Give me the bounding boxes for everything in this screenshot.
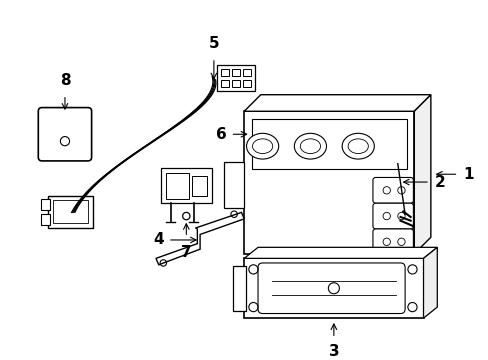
Bar xyxy=(221,80,228,87)
Polygon shape xyxy=(413,95,430,254)
Bar xyxy=(244,258,423,318)
Text: 4: 4 xyxy=(153,233,164,247)
Bar xyxy=(244,111,413,254)
Ellipse shape xyxy=(347,139,367,154)
Text: 7: 7 xyxy=(181,244,191,260)
Bar xyxy=(243,80,250,87)
Bar xyxy=(221,69,228,76)
Text: 6: 6 xyxy=(216,127,226,142)
Polygon shape xyxy=(307,113,314,148)
Ellipse shape xyxy=(252,139,272,154)
Bar xyxy=(243,69,250,76)
Polygon shape xyxy=(258,254,326,289)
Polygon shape xyxy=(156,212,244,265)
Polygon shape xyxy=(423,247,436,318)
Bar xyxy=(216,65,255,91)
FancyBboxPatch shape xyxy=(372,203,412,229)
Polygon shape xyxy=(250,113,314,121)
Ellipse shape xyxy=(246,133,278,159)
Bar xyxy=(48,196,92,228)
Text: 1: 1 xyxy=(462,167,472,182)
FancyBboxPatch shape xyxy=(372,229,412,255)
Bar xyxy=(53,201,88,224)
Polygon shape xyxy=(224,162,244,208)
FancyBboxPatch shape xyxy=(258,263,404,314)
Bar xyxy=(232,80,239,87)
Ellipse shape xyxy=(294,133,326,159)
Bar xyxy=(191,176,206,196)
Polygon shape xyxy=(244,95,430,111)
Text: 3: 3 xyxy=(328,344,339,359)
Bar xyxy=(161,168,212,203)
Ellipse shape xyxy=(300,139,320,154)
Text: 8: 8 xyxy=(60,73,70,88)
Bar xyxy=(233,266,245,311)
Bar xyxy=(251,118,406,169)
Bar xyxy=(41,199,50,210)
Ellipse shape xyxy=(342,133,373,159)
Bar xyxy=(250,121,307,148)
Bar xyxy=(166,173,189,199)
Bar xyxy=(232,69,239,76)
Text: 5: 5 xyxy=(208,36,219,51)
Polygon shape xyxy=(244,247,436,258)
Text: 2: 2 xyxy=(434,175,445,190)
FancyBboxPatch shape xyxy=(38,108,91,161)
Bar xyxy=(41,214,50,225)
FancyBboxPatch shape xyxy=(372,177,412,203)
